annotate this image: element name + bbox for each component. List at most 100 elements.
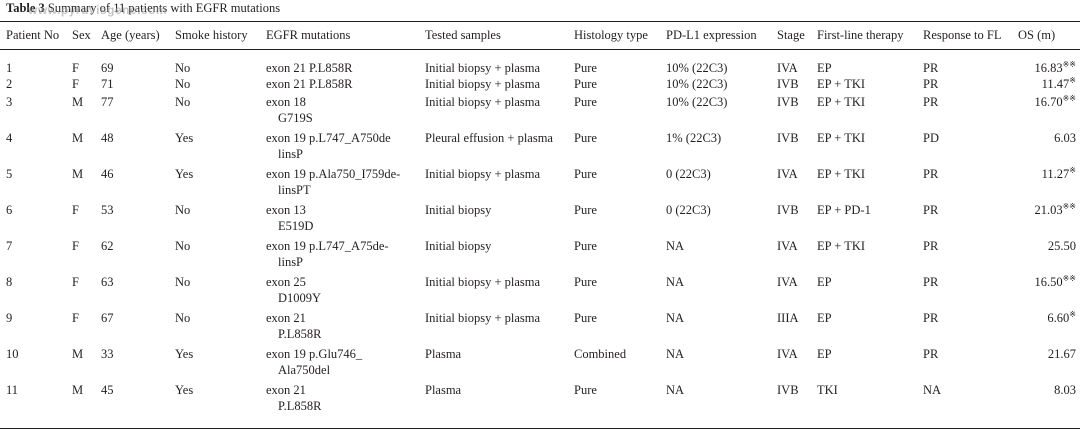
cell-os: 21.03※※ (1018, 202, 1080, 238)
egfr-mutation-line: exon 25 (266, 275, 306, 289)
cell-first-line-therapy: EP + TKI (817, 167, 866, 181)
egfr-mutation-line: exon 19 p.Ala750_I759de- (266, 167, 401, 181)
cell-histology-type: Pure (574, 131, 597, 145)
table-caption: Table 3 Summary of 11 patients with EGFR… (6, 0, 280, 16)
cell-os: 11.47※ (1018, 76, 1080, 94)
cell-pd-l1-expression: NA (666, 347, 685, 361)
cell-age: 62 (101, 239, 114, 253)
table-caption-label: Table 3 (6, 1, 45, 15)
cell-first-line-therapy: EP + TKI (817, 95, 866, 109)
egfr-mutation-continuation: D1009Y (278, 291, 322, 305)
cell-age: 71 (101, 77, 114, 91)
cell-first-line-therapy: EP (817, 311, 832, 325)
cell-pd-l1-expression: 0 (22C3) (666, 203, 711, 217)
cell-response-to-fl: NA (923, 383, 942, 397)
cell-first-line-therapy: EP + TKI (817, 77, 866, 91)
cell-stage: IVB (777, 77, 799, 91)
col-header-egfr-mutations: EGFR mutations (266, 28, 351, 42)
table-row: 11 M 45 Yes exon 21 P.L858R Plasma Pure NA IVB TKI… (0, 382, 1080, 418)
cell-egfr-mutation: exon 19 p.Glu746_ Ala750del (266, 346, 425, 382)
cell-stage: IVA (777, 347, 798, 361)
cell-pd-l1-expression: 0 (22C3) (666, 167, 711, 181)
cell-age: 69 (101, 61, 114, 75)
egfr-mutation-line: exon 19 p.L747_A750de (266, 131, 391, 145)
egfr-mutation-line: exon 19 p.Glu746_ (266, 347, 363, 361)
col-header-pd-l1-expression: PD-L1 expression (666, 28, 757, 42)
egfr-mutation-continuation: P.L858R (278, 327, 322, 341)
cell-os: 8.03 (1018, 382, 1080, 418)
cell-tested-samples: Initial biopsy + plasma (425, 167, 541, 181)
cell-smoke-history: Yes (175, 347, 194, 361)
cell-stage: IVB (777, 203, 799, 217)
col-header-patient-no: Patient No (6, 28, 60, 42)
cell-smoke-history: Yes (175, 167, 194, 181)
cell-os: 16.50※※ (1018, 274, 1080, 310)
cell-tested-samples: Initial biopsy + plasma (425, 95, 541, 109)
col-header-sex: Sex (72, 28, 91, 42)
cell-egfr-mutation: exon 13 E519D (266, 202, 425, 238)
cell-sex: M (72, 347, 84, 361)
egfr-mutation-continuation: P.L858R (278, 399, 322, 413)
table-row: 7 F 62 No exon 19 p.L747_A75de-linsP Initial … (0, 238, 1080, 274)
os-value: 6.03 (1054, 131, 1076, 145)
cell-stage: IVB (777, 131, 799, 145)
table-row: 10 M 33 Yes exon 19 p.Glu746_ Ala750del Plasma… (0, 346, 1080, 382)
cell-response-to-fl: PR (923, 61, 939, 75)
cell-os: 16.70※※ (1018, 94, 1080, 130)
cell-age: 77 (101, 95, 114, 109)
col-header-smoke-history: Smoke history (175, 28, 248, 42)
cell-pd-l1-expression: NA (666, 383, 685, 397)
cell-egfr-mutation: exon 18 G719S (266, 94, 425, 130)
cell-smoke-history: No (175, 311, 191, 325)
cell-tested-samples: Initial biopsy + plasma (425, 275, 541, 289)
table-row: 9 F 67 No exon 21 P.L858R Initial biopsy + pla… (0, 310, 1080, 346)
cell-sex: F (72, 61, 79, 75)
cell-os: 6.03 (1018, 130, 1080, 166)
cell-patient-no: 5 (6, 167, 13, 181)
cell-response-to-fl: PR (923, 167, 939, 181)
cell-histology-type: Pure (574, 203, 597, 217)
os-value: 21.67 (1047, 347, 1076, 361)
cell-patient-no: 3 (6, 95, 13, 109)
cell-response-to-fl: PR (923, 275, 939, 289)
cell-smoke-history: Yes (175, 383, 194, 397)
cell-response-to-fl: PR (923, 77, 939, 91)
cell-first-line-therapy: EP + PD-1 (817, 203, 871, 217)
cell-tested-samples: Pleural effusion + plasma (425, 131, 553, 145)
cell-stage: IIIA (777, 311, 799, 325)
cell-patient-no: 1 (6, 61, 13, 75)
cell-age: 63 (101, 275, 114, 289)
egfr-mutation-line: exon 13 (266, 203, 306, 217)
table-row: 2 F 71 No exon 21 P.L858R Initial biopsy + pl… (0, 76, 1080, 94)
os-value: 11.27 (1041, 167, 1070, 181)
cell-pd-l1-expression: 10% (22C3) (666, 61, 728, 75)
col-header-histology-type: Histology type (574, 28, 648, 42)
cell-histology-type: Pure (574, 275, 597, 289)
cell-smoke-history: No (175, 239, 191, 253)
egfr-mutation-line: exon 18 (266, 95, 306, 109)
cell-tested-samples: Initial biopsy (425, 203, 492, 217)
cell-patient-no: 8 (6, 275, 13, 289)
cell-pd-l1-expression: 10% (22C3) (666, 77, 728, 91)
os-value: 16.70 (1034, 95, 1063, 109)
cell-egfr-mutation: exon 25 D1009Y (266, 274, 425, 310)
col-header-stage: Stage (777, 28, 805, 42)
cell-age: 67 (101, 311, 114, 325)
cell-sex: M (72, 131, 84, 145)
cell-tested-samples: Initial biopsy + plasma (425, 77, 541, 91)
watermark: www.pyruvisgene.com (28, 3, 168, 17)
egfr-mutation-line: exon 21 P.L858R (266, 61, 353, 75)
os-footnote-mark: ※ (1069, 310, 1076, 319)
cell-sex: F (72, 239, 79, 253)
egfr-mutation-continuation: Ala750del (278, 363, 331, 377)
cell-smoke-history: Yes (175, 131, 194, 145)
egfr-mutation-line: exon 21 (266, 383, 306, 397)
cell-os: 25.50 (1018, 238, 1080, 274)
cell-first-line-therapy: TKI (817, 383, 838, 397)
cell-first-line-therapy: EP (817, 347, 832, 361)
cell-pd-l1-expression: NA (666, 239, 685, 253)
cell-sex: M (72, 95, 84, 109)
cell-tested-samples: Plasma (425, 347, 462, 361)
os-footnote-mark: ※※ (1062, 274, 1076, 283)
cell-stage: IVA (777, 275, 798, 289)
